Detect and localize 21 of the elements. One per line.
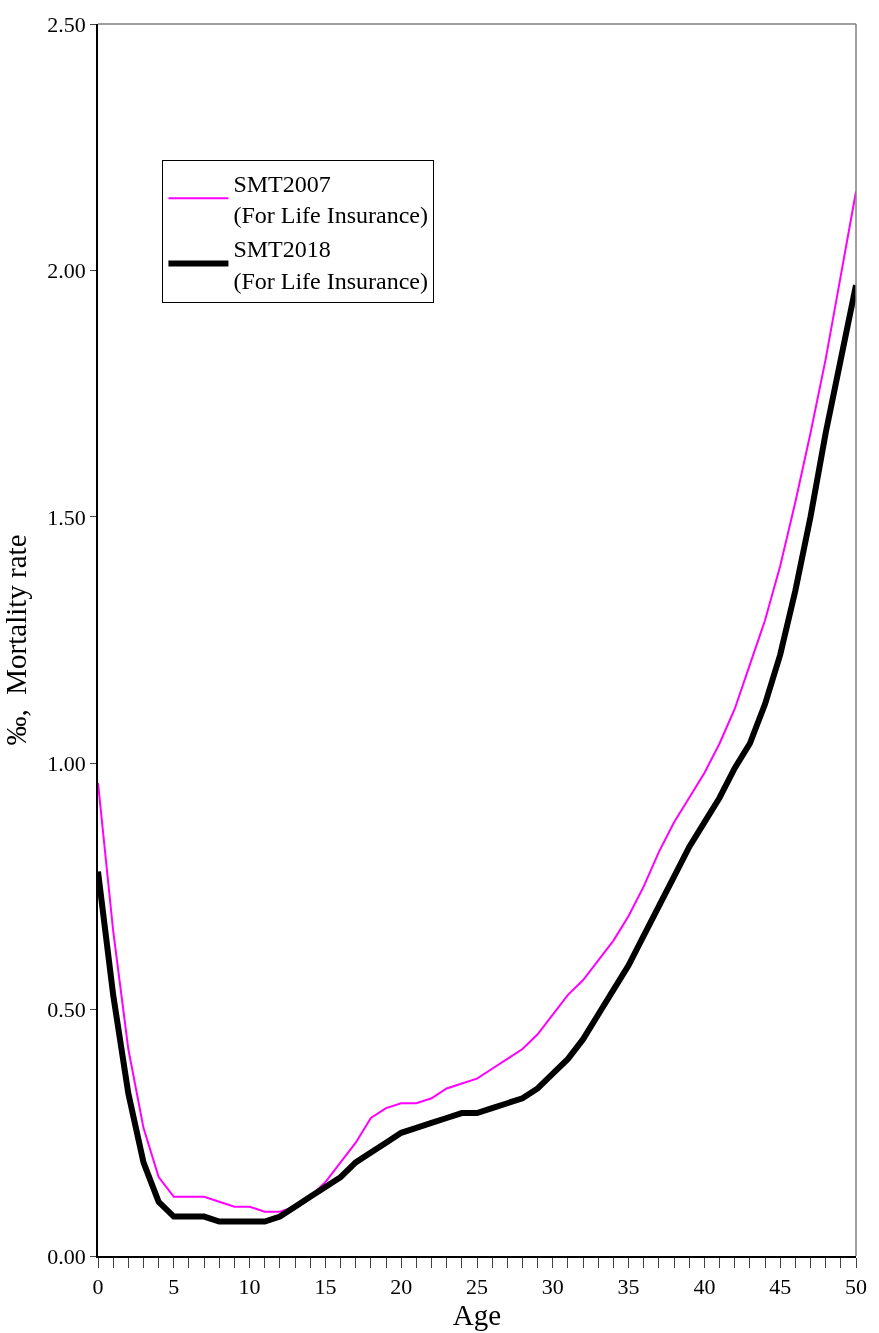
y-axis-title: ‰, Mortality rate [0, 534, 32, 746]
x-tick-label: 10 [238, 1274, 261, 1300]
x-tick-label: 20 [390, 1274, 413, 1300]
x-tick-label: 50 [845, 1274, 867, 1300]
x-tick-label: 25 [466, 1274, 488, 1300]
x-tick-label: 35 [617, 1274, 640, 1300]
x-tick-label: 15 [314, 1274, 337, 1300]
x-tick-label: 40 [693, 1274, 716, 1300]
y-tick-label: 1.00 [47, 750, 86, 776]
x-axis-title: Age [452, 1299, 502, 1332]
y-tick-label: 0.50 [47, 997, 86, 1023]
y-tick-label: 2.00 [47, 258, 86, 284]
y-tick-label: 1.50 [47, 504, 86, 530]
x-tick-label: 30 [541, 1274, 564, 1300]
legend-label: SMT2018 (For Life Insurance) [233, 236, 429, 294]
x-tick-label: 45 [769, 1274, 792, 1300]
x-tick-label: 0 [92, 1274, 104, 1300]
y-tick-label: 2.50 [47, 11, 86, 37]
y-tick-label: 0.00 [47, 1243, 86, 1269]
legend-label: SMT2007 (For Life Insurance) [233, 170, 429, 229]
x-tick-label: 5 [168, 1274, 180, 1300]
